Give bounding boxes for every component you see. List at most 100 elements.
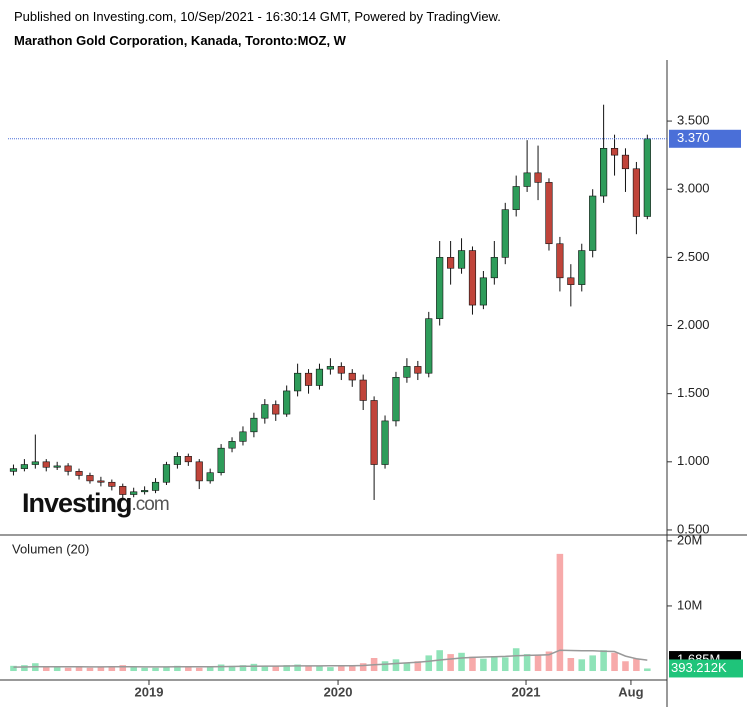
volume-bar xyxy=(272,666,280,672)
candle-body xyxy=(643,138,651,217)
candle-body xyxy=(392,377,400,422)
volume-bar xyxy=(611,652,618,672)
volume-bar xyxy=(217,664,225,672)
candle-body xyxy=(381,420,389,465)
candle-body xyxy=(326,366,334,370)
volume-bar xyxy=(480,658,487,672)
volume-bar xyxy=(305,666,312,672)
volume-bar xyxy=(195,667,203,672)
volume-bar xyxy=(86,667,94,672)
y-tick-label: 2.500 xyxy=(677,249,710,264)
chart-title: Marathon Gold Corporation, Kanada, Toron… xyxy=(14,33,346,48)
volume-bar xyxy=(108,667,116,672)
y-tick-label: 2.000 xyxy=(677,317,710,332)
volume-box xyxy=(669,659,743,678)
volume-bar xyxy=(42,667,50,672)
volume-bar xyxy=(359,663,367,672)
candle-body xyxy=(567,277,575,285)
volume-bar xyxy=(152,667,159,672)
candle-body xyxy=(578,250,586,285)
y-tick-label: 3.000 xyxy=(677,181,710,196)
candle-body xyxy=(632,168,640,217)
candle-body xyxy=(130,491,138,495)
candle-body xyxy=(42,461,50,468)
volume-bar xyxy=(21,665,28,672)
volume-bar xyxy=(239,665,247,672)
candle-body xyxy=(272,404,280,415)
volume-bar xyxy=(338,665,345,672)
volume-bar xyxy=(261,665,269,672)
volume-bar xyxy=(228,665,236,672)
volume-bar xyxy=(403,663,411,672)
y-tick-label: 10M xyxy=(677,597,702,612)
candle-body xyxy=(370,400,378,465)
y-tick-label: 1.500 xyxy=(677,385,710,400)
volume-bar xyxy=(130,667,137,672)
volume-bar xyxy=(64,667,72,672)
candle-body xyxy=(600,148,608,197)
candle-body xyxy=(141,490,149,493)
volume-bar xyxy=(381,661,389,672)
candle-body xyxy=(457,250,466,269)
candle-body xyxy=(206,472,214,482)
volume-bar xyxy=(425,655,433,672)
x-tick-label: Aug xyxy=(618,684,643,699)
candle-body xyxy=(173,456,181,465)
candle-body xyxy=(250,417,258,433)
volume-panel-label: Volumen (20) xyxy=(12,541,89,556)
candle-body xyxy=(589,195,597,251)
last-price-label: 3.370 xyxy=(677,130,710,145)
publish-note: Published on Investing.com, 10/Sep/2021 … xyxy=(14,9,501,24)
candle-body xyxy=(621,154,630,170)
y-tick-label: 20M xyxy=(677,532,702,547)
candle-body xyxy=(64,465,72,472)
candle-body xyxy=(283,390,291,415)
last-price-box xyxy=(669,129,741,148)
candle-body xyxy=(468,250,477,306)
volume-bar xyxy=(469,656,476,672)
volume-bar xyxy=(185,667,192,672)
candle-body xyxy=(501,209,509,258)
volume-bar xyxy=(141,667,148,672)
volume-bar xyxy=(392,659,400,672)
volume-bar xyxy=(53,666,61,672)
candle-body xyxy=(425,318,433,374)
candle-body xyxy=(436,257,444,319)
volume-bar xyxy=(534,654,542,672)
candle-body xyxy=(479,277,487,306)
candle-body xyxy=(512,186,520,210)
candle-body xyxy=(523,172,531,187)
candle-body xyxy=(239,431,247,442)
candle-body xyxy=(261,404,269,419)
candle-body xyxy=(447,257,455,269)
volume-bar xyxy=(567,658,575,672)
volume-bar xyxy=(119,665,127,672)
candle-body xyxy=(108,481,116,487)
volume-bar xyxy=(250,663,258,672)
candle-body xyxy=(195,461,203,482)
candle-body xyxy=(119,486,127,495)
candle-body xyxy=(403,366,411,378)
volume-label: 393.212K xyxy=(671,660,727,675)
volume-bar xyxy=(578,659,586,672)
volume-bar xyxy=(283,665,290,672)
volume-bar xyxy=(447,654,454,672)
volume-bar xyxy=(348,666,356,672)
candle-body xyxy=(86,475,94,482)
candle-body xyxy=(151,481,160,491)
volume-bar xyxy=(163,666,170,672)
volume-bar xyxy=(97,666,105,672)
candle-body xyxy=(97,480,105,483)
candle-body xyxy=(75,471,83,476)
volume-bar xyxy=(644,668,651,672)
candle-body xyxy=(304,372,313,386)
candle-body xyxy=(337,366,345,374)
volume-ma-line xyxy=(13,649,648,668)
watermark-suffix: .com xyxy=(132,494,169,515)
candle-body xyxy=(31,461,39,465)
candle-body xyxy=(228,441,236,449)
volume-bar xyxy=(414,661,422,672)
volume-bar xyxy=(491,656,498,672)
watermark: Investing.com xyxy=(22,488,169,518)
